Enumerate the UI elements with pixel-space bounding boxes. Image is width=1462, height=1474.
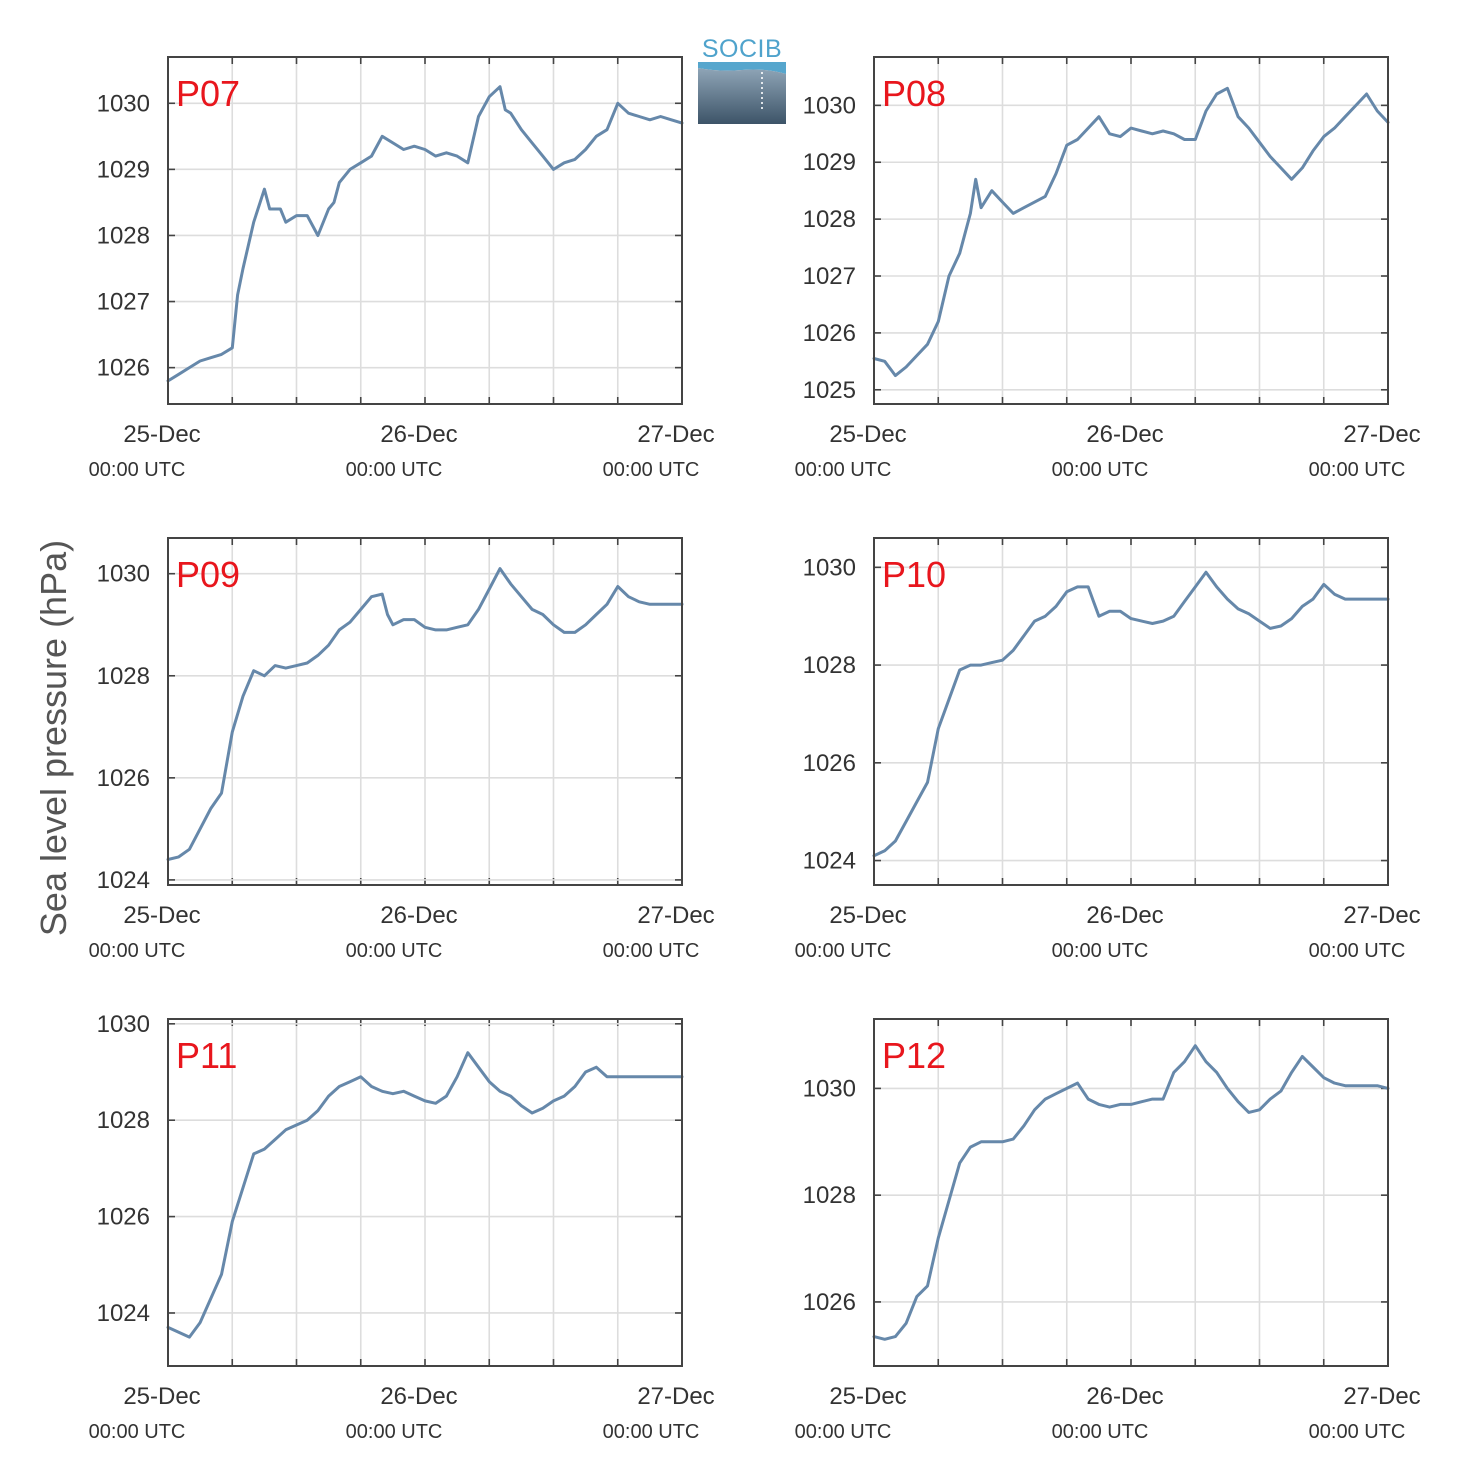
x-tick-time-label: 00:00 UTC xyxy=(89,459,186,481)
y-tick-label: 1024 xyxy=(97,1300,150,1327)
x-tick-time-label: 00:00 UTC xyxy=(795,940,892,962)
y-tick-label: 1029 xyxy=(97,156,150,183)
socib-logo-top-band xyxy=(698,62,786,74)
x-tick-time-label: 00:00 UTC xyxy=(1309,940,1406,962)
panel-p11: 1024 1026 1028 1030 25-Dec 00:00 UTC 26-Dec 00:… xyxy=(89,1011,715,1443)
x-tick-date-label: 25-Dec xyxy=(829,902,906,929)
y-tick-label: 1026 xyxy=(97,355,150,382)
panel-label: P07 xyxy=(176,73,240,114)
series-line-p09 xyxy=(166,567,684,861)
y-tick-label: 1027 xyxy=(97,289,150,316)
panel-p12: 1026 1028 1030 25-Dec 00:00 UTC 26-Dec 00:00 U… xyxy=(795,1018,1421,1443)
socib-logo-text: SOCIB xyxy=(702,35,782,63)
x-tick-time-label: 00:00 UTC xyxy=(346,459,443,481)
x-tick-time-label: 00:00 UTC xyxy=(346,1421,443,1443)
y-tick-label: 1030 xyxy=(97,561,150,588)
y-tick-label: 1027 xyxy=(803,263,856,290)
x-tick-date-label: 27-Dec xyxy=(1343,421,1420,448)
axis-frame xyxy=(167,537,683,886)
y-tick-label: 1026 xyxy=(803,750,856,777)
x-tick-time-label: 00:00 UTC xyxy=(603,1421,700,1443)
socib-logo: SOCIB xyxy=(698,35,786,124)
panel-label: P12 xyxy=(882,1035,946,1076)
axis-frame xyxy=(167,56,683,405)
x-tick-time-label: 00:00 UTC xyxy=(1309,1421,1406,1443)
x-tick-date-label: 26-Dec xyxy=(1086,421,1163,448)
x-tick-date-label: 25-Dec xyxy=(123,1383,200,1410)
x-tick-time-label: 00:00 UTC xyxy=(795,459,892,481)
panel-label: P08 xyxy=(882,73,946,114)
panel-label: P10 xyxy=(882,554,946,595)
x-tick-time-label: 00:00 UTC xyxy=(1052,1421,1149,1443)
x-tick-date-label: 26-Dec xyxy=(380,421,457,448)
socib-logo-sea-block xyxy=(698,68,786,124)
y-tick-label: 1026 xyxy=(97,1204,150,1231)
x-tick-time-label: 00:00 UTC xyxy=(89,940,186,962)
y-tick-label: 1026 xyxy=(97,765,150,792)
panels-group: 1026 1027 1028 1029 1030 25-Dec 00:00 UTC 26-De… xyxy=(89,56,1421,1443)
y-tick-label: 1030 xyxy=(803,92,856,119)
x-tick-time-label: 00:00 UTC xyxy=(603,459,700,481)
x-tick-date-label: 25-Dec xyxy=(123,902,200,929)
panel-p07: 1026 1027 1028 1029 1030 25-Dec 00:00 UTC 26-De… xyxy=(89,56,715,481)
panel-p08: 1025 1026 1027 1028 1029 1030 25-Dec 00:00 UTC 2… xyxy=(795,56,1421,481)
y-tick-label: 1026 xyxy=(803,320,856,347)
axis-frame xyxy=(873,537,1389,886)
x-tick-date-label: 25-Dec xyxy=(829,1383,906,1410)
y-tick-label: 1028 xyxy=(803,652,856,679)
y-tick-label: 1028 xyxy=(97,1107,150,1134)
panel-p10: 1024 1026 1028 1030 25-Dec 00:00 UTC 26-Dec 00:… xyxy=(795,537,1421,962)
panel-label: P09 xyxy=(176,554,240,595)
x-tick-date-label: 27-Dec xyxy=(637,1383,714,1410)
panel-label: P11 xyxy=(176,1035,237,1076)
series-line-p08 xyxy=(872,86,1390,378)
x-tick-date-label: 26-Dec xyxy=(380,902,457,929)
x-tick-date-label: 26-Dec xyxy=(380,1383,457,1410)
series-line-p10 xyxy=(872,570,1390,858)
x-tick-date-label: 27-Dec xyxy=(1343,1383,1420,1410)
x-tick-time-label: 00:00 UTC xyxy=(603,940,700,962)
y-axis-label: Sea level pressure (hPa) xyxy=(33,540,74,936)
x-tick-date-label: 27-Dec xyxy=(637,421,714,448)
y-tick-label: 1026 xyxy=(803,1289,856,1316)
y-tick-label: 1028 xyxy=(803,206,856,233)
x-tick-date-label: 25-Dec xyxy=(123,421,200,448)
y-tick-label: 1024 xyxy=(97,867,150,894)
x-tick-date-label: 27-Dec xyxy=(1343,902,1420,929)
x-tick-time-label: 00:00 UTC xyxy=(346,940,443,962)
y-tick-label: 1028 xyxy=(97,663,150,690)
x-tick-time-label: 00:00 UTC xyxy=(89,1421,186,1443)
x-tick-date-label: 26-Dec xyxy=(1086,1383,1163,1410)
axis-frame xyxy=(873,1018,1389,1367)
x-tick-time-label: 00:00 UTC xyxy=(1052,459,1149,481)
x-tick-date-label: 26-Dec xyxy=(1086,902,1163,929)
y-tick-label: 1030 xyxy=(803,1075,856,1102)
axis-frame xyxy=(167,1018,683,1367)
y-tick-label: 1030 xyxy=(97,1011,150,1038)
x-tick-time-label: 00:00 UTC xyxy=(1052,940,1149,962)
y-tick-label: 1024 xyxy=(803,848,856,875)
x-tick-date-label: 27-Dec xyxy=(637,902,714,929)
series-line-p11 xyxy=(166,1051,684,1339)
y-tick-label: 1025 xyxy=(803,377,856,404)
x-tick-time-label: 00:00 UTC xyxy=(1309,459,1406,481)
y-tick-label: 1030 xyxy=(803,554,856,581)
y-tick-label: 1029 xyxy=(803,149,856,176)
x-tick-date-label: 25-Dec xyxy=(829,421,906,448)
series-line-p07 xyxy=(166,85,684,383)
y-tick-label: 1030 xyxy=(97,90,150,117)
axis-frame xyxy=(873,56,1389,405)
panel-p09: 1024 1026 1028 1030 25-Dec 00:00 UTC 26-Dec 00:… xyxy=(89,537,715,962)
y-tick-label: 1028 xyxy=(97,222,150,249)
x-tick-time-label: 00:00 UTC xyxy=(795,1421,892,1443)
y-tick-label: 1028 xyxy=(803,1182,856,1209)
series-line-p12 xyxy=(872,1044,1390,1341)
